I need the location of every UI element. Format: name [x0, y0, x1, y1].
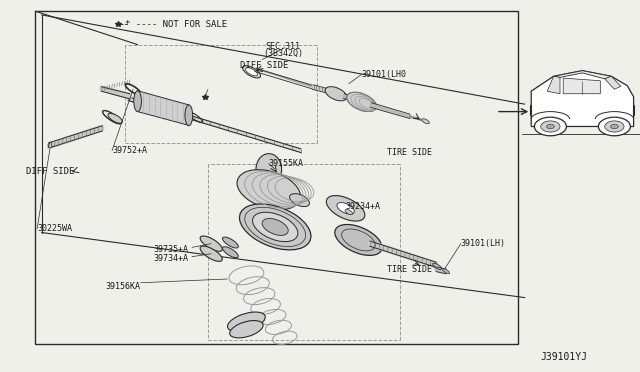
Polygon shape [531, 71, 634, 126]
Text: 39752+A: 39752+A [112, 146, 147, 155]
Ellipse shape [246, 68, 257, 76]
Circle shape [598, 117, 630, 136]
Ellipse shape [289, 194, 310, 206]
Ellipse shape [200, 246, 222, 262]
Ellipse shape [237, 170, 301, 210]
Polygon shape [138, 91, 189, 125]
Circle shape [534, 117, 566, 136]
Text: 39734+A: 39734+A [154, 254, 189, 263]
Circle shape [611, 124, 618, 129]
Circle shape [605, 121, 624, 132]
Text: J39101YJ: J39101YJ [541, 352, 588, 362]
Bar [35, 11, 518, 344]
Polygon shape [563, 78, 600, 94]
Text: 30225WA: 30225WA [37, 224, 72, 233]
Circle shape [547, 124, 554, 129]
Ellipse shape [239, 204, 311, 250]
Text: 39101(LH0: 39101(LH0 [362, 70, 406, 79]
Ellipse shape [223, 247, 238, 258]
Ellipse shape [433, 263, 442, 269]
Circle shape [541, 121, 560, 132]
Text: * ---- NOT FOR SALE: * ---- NOT FOR SALE [125, 20, 227, 29]
Text: 39735+A: 39735+A [154, 245, 189, 254]
Ellipse shape [228, 312, 265, 331]
Ellipse shape [108, 113, 122, 123]
Text: TIRE SIDE: TIRE SIDE [387, 148, 432, 157]
Ellipse shape [325, 87, 347, 101]
Polygon shape [547, 76, 560, 94]
Ellipse shape [256, 154, 282, 185]
Text: TIRE SIDE: TIRE SIDE [387, 265, 432, 274]
Text: SEC.311: SEC.311 [266, 42, 301, 51]
Text: 39155KA: 39155KA [269, 159, 304, 168]
Text: 39156KA: 39156KA [106, 282, 141, 291]
Polygon shape [128, 97, 301, 153]
Text: 39234+A: 39234+A [346, 202, 381, 211]
Ellipse shape [200, 236, 222, 251]
Text: DIFF SIDE: DIFF SIDE [26, 167, 74, 176]
Ellipse shape [269, 223, 282, 231]
Ellipse shape [134, 91, 141, 112]
Polygon shape [605, 76, 621, 89]
Ellipse shape [443, 269, 449, 274]
Ellipse shape [337, 203, 355, 214]
Ellipse shape [243, 65, 260, 78]
Ellipse shape [345, 209, 353, 215]
Ellipse shape [326, 196, 365, 221]
Ellipse shape [185, 105, 193, 126]
Ellipse shape [223, 237, 238, 248]
Ellipse shape [422, 119, 429, 124]
Text: 39101(LH): 39101(LH) [461, 239, 506, 248]
Ellipse shape [335, 224, 382, 256]
Ellipse shape [230, 321, 263, 338]
Text: DIFF SIDE: DIFF SIDE [240, 61, 289, 70]
Text: (3B342Q): (3B342Q) [264, 49, 304, 58]
Ellipse shape [262, 218, 288, 235]
Ellipse shape [48, 142, 52, 148]
Ellipse shape [253, 212, 298, 241]
Ellipse shape [347, 92, 376, 112]
Polygon shape [554, 71, 611, 79]
